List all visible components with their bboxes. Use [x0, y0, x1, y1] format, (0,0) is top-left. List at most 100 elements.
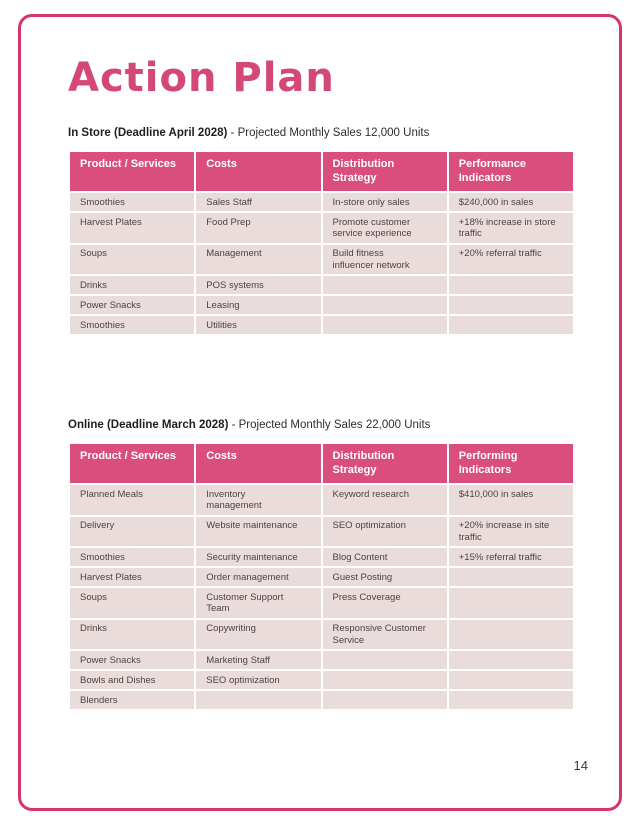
table-cell — [448, 316, 573, 334]
table-cell: $410,000 in sales — [448, 485, 573, 515]
table-cell — [448, 691, 573, 709]
table-cell: Harvest Plates — [70, 213, 195, 243]
table-row: Power Snacks Leasing — [70, 296, 573, 314]
table-cell: Blenders — [70, 691, 195, 709]
table-row: Planned Meals Inventory management Keywo… — [70, 485, 573, 515]
online-section-heading: Online (Deadline March 2028) - Projected… — [68, 418, 575, 432]
table-cell: In-store only sales — [322, 193, 447, 211]
column-header-distribution-strategy: Distribution Strategy — [322, 444, 447, 483]
table-cell: Smoothies — [70, 193, 195, 211]
table-row: Drinks POS systems — [70, 276, 573, 294]
table-cell — [196, 691, 321, 709]
table-row: Blenders — [70, 691, 573, 709]
table-cell: Management — [196, 244, 321, 274]
table-cell: Sales Staff — [196, 193, 321, 211]
in-store-table: Product / Services Costs Distribution St… — [68, 150, 575, 336]
online-heading-bold: Online (Deadline March 2028) — [68, 419, 229, 431]
table-cell — [322, 276, 447, 294]
in-store-heading-rest: - Projected Monthly Sales 12,000 Units — [227, 127, 430, 139]
table-cell — [448, 568, 573, 586]
online-table-head: Product / Services Costs Distribution St… — [70, 444, 573, 483]
table-cell: Leasing — [196, 296, 321, 314]
table-row: Soups Customer Support Team Press Covera… — [70, 588, 573, 618]
column-header-product-services: Product / Services — [70, 152, 195, 191]
page-content: Action Plan In Store (Deadline April 202… — [68, 55, 575, 711]
table-cell — [448, 276, 573, 294]
column-header-product-services: Product / Services — [70, 444, 195, 483]
table-cell — [448, 671, 573, 689]
table-cell: Inventory management — [196, 485, 321, 515]
online-table-body: Planned Meals Inventory management Keywo… — [70, 485, 573, 709]
table-cell: Soups — [70, 244, 195, 274]
table-cell: Delivery — [70, 516, 195, 546]
section-online: Online (Deadline March 2028) - Projected… — [68, 418, 575, 711]
page-title: Action Plan — [68, 55, 335, 101]
table-cell: Build fitness influencer network — [322, 244, 447, 274]
column-header-performance-indicators: Performance Indicators — [448, 152, 573, 191]
table-cell — [322, 691, 447, 709]
header-row: Product / Services Costs Distribution St… — [70, 152, 573, 191]
table-cell: Smoothies — [70, 316, 195, 334]
table-cell: Power Snacks — [70, 296, 195, 314]
table-cell: Blog Content — [322, 548, 447, 566]
section-in-store: In Store (Deadline April 2028) - Project… — [68, 126, 575, 336]
column-header-distribution-strategy: Distribution Strategy — [322, 152, 447, 191]
column-header-costs: Costs — [196, 152, 321, 191]
table-cell: Power Snacks — [70, 651, 195, 669]
table-cell: SEO optimization — [322, 516, 447, 546]
online-table: Product / Services Costs Distribution St… — [68, 442, 575, 711]
table-cell: Marketing Staff — [196, 651, 321, 669]
table-row: Delivery Website maintenance SEO optimiz… — [70, 516, 573, 546]
in-store-table-body: Smoothies Sales Staff In-store only sale… — [70, 193, 573, 334]
table-cell — [448, 651, 573, 669]
table-row: Harvest Plates Order management Guest Po… — [70, 568, 573, 586]
online-heading-rest: - Projected Monthly Sales 22,000 Units — [228, 419, 431, 431]
table-cell — [448, 588, 573, 618]
table-cell: $240,000 in sales — [448, 193, 573, 211]
table-cell: Customer Support Team — [196, 588, 321, 618]
table-cell: +18% increase in store traffic — [448, 213, 573, 243]
table-cell — [322, 296, 447, 314]
page-number: 14 — [573, 758, 588, 773]
table-cell — [448, 296, 573, 314]
table-row: Smoothies Security maintenance Blog Cont… — [70, 548, 573, 566]
in-store-table-head: Product / Services Costs Distribution St… — [70, 152, 573, 191]
table-row: Harvest Plates Food Prep Promote custome… — [70, 213, 573, 243]
table-cell: Security maintenance — [196, 548, 321, 566]
table-cell: Drinks — [70, 619, 195, 649]
table-row: Drinks Copywriting Responsive Customer S… — [70, 619, 573, 649]
table-cell: SEO optimization — [196, 671, 321, 689]
table-cell: Bowls and Dishes — [70, 671, 195, 689]
table-cell — [322, 651, 447, 669]
table-row: Power Snacks Marketing Staff — [70, 651, 573, 669]
table-cell — [448, 619, 573, 649]
table-cell: Keyword research — [322, 485, 447, 515]
table-cell: POS systems — [196, 276, 321, 294]
table-cell: Website maintenance — [196, 516, 321, 546]
in-store-section-heading: In Store (Deadline April 2028) - Project… — [68, 126, 575, 140]
table-cell: Responsive Customer Service — [322, 619, 447, 649]
table-cell: Food Prep — [196, 213, 321, 243]
table-cell — [322, 671, 447, 689]
table-cell: Utilities — [196, 316, 321, 334]
table-row: Bowls and Dishes SEO optimization — [70, 671, 573, 689]
table-cell: Drinks — [70, 276, 195, 294]
table-cell: Copywriting — [196, 619, 321, 649]
table-cell: Press Coverage — [322, 588, 447, 618]
table-cell: Smoothies — [70, 548, 195, 566]
table-cell: Harvest Plates — [70, 568, 195, 586]
table-cell: +20% increase in site traffic — [448, 516, 573, 546]
table-cell — [322, 316, 447, 334]
table-cell: +20% referral traffic — [448, 244, 573, 274]
table-row: Smoothies Sales Staff In-store only sale… — [70, 193, 573, 211]
table-cell: Guest Posting — [322, 568, 447, 586]
column-header-costs: Costs — [196, 444, 321, 483]
table-cell: +15% referral traffic — [448, 548, 573, 566]
in-store-heading-bold: In Store (Deadline April 2028) — [68, 127, 228, 139]
table-cell: Promote customer service experience — [322, 213, 447, 243]
table-cell: Soups — [70, 588, 195, 618]
table-row: Soups Management Build fitness influence… — [70, 244, 573, 274]
column-header-performing-indicators: Performing Indicators — [448, 444, 573, 483]
table-cell: Planned Meals — [70, 485, 195, 515]
